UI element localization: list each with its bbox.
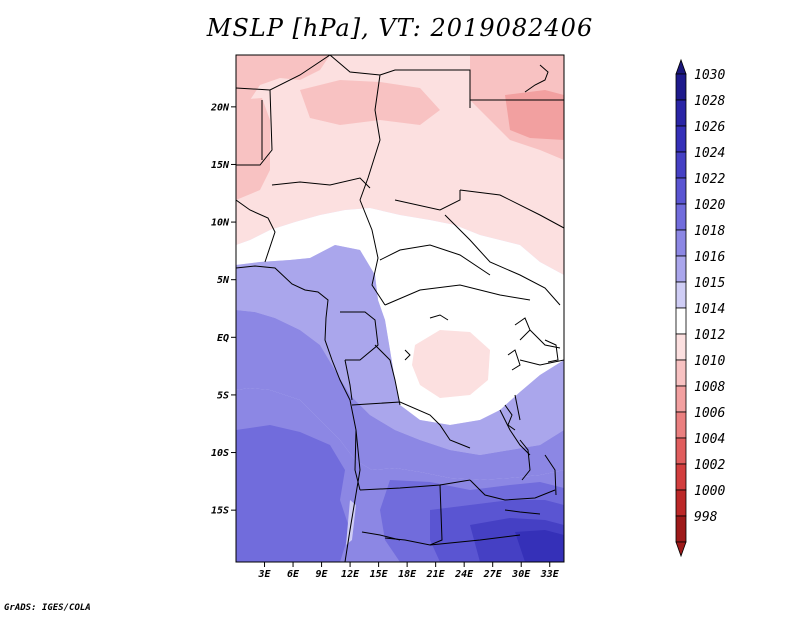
lon-tick-label: 12E — [341, 569, 360, 580]
colorbar-swatch — [675, 307, 687, 335]
colorbar-label: 1006 — [694, 406, 725, 421]
colorbar: 1030 1028 1026 1024 1022 1020 1018 1016 1015 1014… — [675, 58, 725, 558]
colorbar-swatch — [675, 333, 687, 361]
colorbar-swatch — [675, 281, 687, 309]
colorbar-swatch — [675, 99, 687, 127]
colorbar-label: 1004 — [694, 432, 725, 447]
latitude-ticks: 20N 15N 10N 5N EQ 5S 10S 15S — [210, 102, 236, 517]
colorbar-swatch — [675, 229, 687, 257]
map-title: MSLP [hPa], VT: 2019082406 — [206, 14, 594, 42]
colorbar-swatch — [675, 151, 687, 179]
lon-tick-label: 15E — [370, 569, 389, 580]
lat-tick-label: 15N — [211, 160, 230, 171]
colorbar-label: 1022 — [694, 172, 725, 187]
lon-tick-label: 18E — [398, 569, 417, 580]
map-frame — [235, 54, 565, 563]
colorbar-swatch — [675, 411, 687, 439]
colorbar-bottom-arrow — [675, 541, 687, 558]
country-boundaries — [236, 55, 564, 546]
lon-tick-label: 30E — [511, 569, 531, 580]
coastlines — [236, 64, 559, 562]
colorbar-swatch — [675, 437, 687, 465]
colorbar-label: 1015 — [694, 276, 725, 291]
colorbar-label: 998 — [694, 510, 718, 525]
colorbar-label: 1010 — [694, 354, 725, 369]
lat-tick-label: 15S — [211, 506, 229, 517]
lon-tick-label: 6E — [287, 569, 300, 580]
colorbar-label: 1014 — [694, 302, 725, 317]
colorbar-swatch — [675, 125, 687, 153]
colorbar-swatch — [675, 489, 687, 517]
lat-tick-label: 5S — [217, 390, 229, 401]
lon-tick-label: 3E — [257, 569, 271, 580]
colorbar-label: 1028 — [694, 94, 725, 109]
colorbar-swatch — [675, 73, 687, 101]
colorbar-label: 1024 — [694, 146, 725, 161]
grads-credit: GrADS: IGES/COLA — [4, 603, 91, 613]
colorbar-swatch — [675, 177, 687, 205]
pressure-field — [236, 55, 564, 562]
lon-tick-label: 24E — [454, 569, 474, 580]
lat-tick-label: 10N — [211, 218, 230, 229]
colorbar-label: 1030 — [694, 68, 725, 83]
colorbar-label: 1016 — [694, 250, 725, 265]
colorbar-label: 1008 — [694, 380, 725, 395]
lat-tick-label: EQ — [217, 333, 229, 344]
colorbar-swatch — [675, 255, 687, 283]
colorbar-label: 1020 — [694, 198, 725, 213]
longitude-ticks: 3E 6E 9E 12E 15E 18E 21E 24E 27E 30E 33E — [257, 562, 560, 580]
colorbar-label: 1002 — [694, 458, 725, 473]
colorbar-label: 1026 — [694, 120, 725, 135]
lon-tick-label: 33E — [540, 569, 560, 580]
lat-tick-label: 20N — [210, 102, 230, 113]
lon-tick-label: 9E — [316, 569, 329, 580]
colorbar-swatch — [675, 359, 687, 387]
colorbar-swatch — [675, 385, 687, 413]
colorbar-label: 1012 — [694, 328, 725, 343]
lat-tick-label: 10S — [211, 448, 229, 459]
lat-tick-label: 5N — [217, 275, 230, 286]
lon-tick-label: 21E — [426, 569, 446, 580]
colorbar-label: 1018 — [694, 224, 725, 239]
colorbar-swatch — [675, 203, 687, 231]
colorbar-label: 1000 — [694, 484, 725, 499]
lon-tick-label: 27E — [483, 569, 503, 580]
colorbar-top-arrow — [675, 58, 687, 75]
colorbar-swatch — [675, 463, 687, 491]
colorbar-swatch — [675, 515, 687, 543]
